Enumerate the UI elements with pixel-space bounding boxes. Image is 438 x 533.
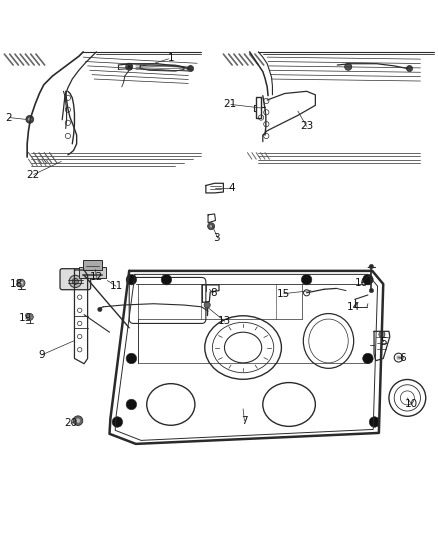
Circle shape <box>69 275 81 287</box>
FancyBboxPatch shape <box>60 269 91 290</box>
Text: 4: 4 <box>229 183 236 192</box>
Circle shape <box>345 63 352 70</box>
Circle shape <box>98 307 102 312</box>
Text: 19: 19 <box>19 313 32 323</box>
Text: 15: 15 <box>277 289 290 298</box>
Circle shape <box>127 65 131 69</box>
Circle shape <box>369 417 380 427</box>
Circle shape <box>369 288 374 293</box>
Circle shape <box>28 118 32 121</box>
Circle shape <box>76 418 80 423</box>
Text: 1: 1 <box>167 53 174 63</box>
Circle shape <box>19 281 23 285</box>
Text: 7: 7 <box>241 416 248 426</box>
Circle shape <box>17 279 25 287</box>
Circle shape <box>28 316 31 318</box>
Circle shape <box>204 302 210 308</box>
Text: 11: 11 <box>110 281 123 291</box>
Text: 2: 2 <box>5 112 12 123</box>
Circle shape <box>396 356 401 360</box>
Text: 9: 9 <box>38 350 45 360</box>
Text: 10: 10 <box>405 399 418 409</box>
Text: 21: 21 <box>223 100 237 109</box>
Text: 13: 13 <box>218 316 231 326</box>
Text: 23: 23 <box>300 122 313 131</box>
Text: 22: 22 <box>26 169 39 180</box>
FancyBboxPatch shape <box>83 260 102 270</box>
Circle shape <box>72 278 78 285</box>
Text: 14: 14 <box>347 302 360 312</box>
Circle shape <box>126 63 133 70</box>
Circle shape <box>112 417 123 427</box>
Circle shape <box>208 223 215 230</box>
Text: 6: 6 <box>399 353 406 364</box>
Text: 16: 16 <box>355 278 368 288</box>
Circle shape <box>26 313 33 320</box>
Text: 20: 20 <box>64 418 78 429</box>
Text: 3: 3 <box>213 233 220 243</box>
Circle shape <box>187 66 194 71</box>
Text: 8: 8 <box>210 288 217 298</box>
Circle shape <box>363 274 373 285</box>
Text: 5: 5 <box>380 337 387 347</box>
Circle shape <box>363 353 373 364</box>
Circle shape <box>126 274 137 285</box>
Circle shape <box>126 399 137 410</box>
Circle shape <box>26 115 34 123</box>
Circle shape <box>379 332 385 337</box>
Text: 18: 18 <box>10 279 23 289</box>
Text: 12: 12 <box>90 272 103 282</box>
Circle shape <box>73 416 83 425</box>
Circle shape <box>126 353 137 364</box>
Circle shape <box>406 66 413 71</box>
Circle shape <box>301 274 312 285</box>
Circle shape <box>210 225 212 228</box>
FancyBboxPatch shape <box>79 267 106 278</box>
Circle shape <box>161 274 172 285</box>
Circle shape <box>369 264 374 269</box>
